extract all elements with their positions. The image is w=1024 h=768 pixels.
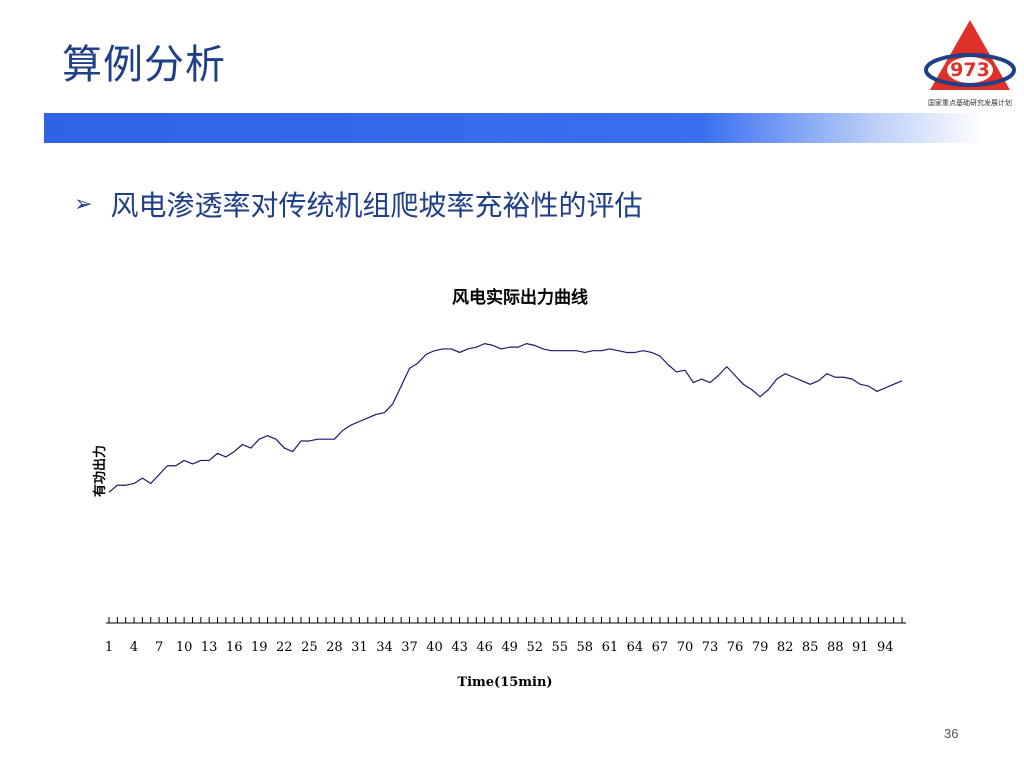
x-tick-label: 31 bbox=[351, 640, 368, 655]
x-tick-label: 10 bbox=[176, 640, 193, 655]
x-tick-label: 34 bbox=[376, 640, 393, 655]
x-tick-label: 37 bbox=[401, 640, 418, 655]
x-tick-label: 67 bbox=[652, 640, 669, 655]
x-tick-label: 76 bbox=[727, 640, 744, 655]
logo-973: 973 国家重点基础研究发展计划 bbox=[918, 14, 1022, 112]
series-line bbox=[108, 343, 903, 493]
y-axis-title: 有功出力 bbox=[92, 445, 108, 497]
x-tick-label: 91 bbox=[852, 640, 869, 655]
x-tick-labels: 1 4 7 10 13 16 19 22 25 28 31 34 37 40 43 46 49 52 55 58 61 6… bbox=[105, 640, 894, 655]
bullet-item: ➢ 风电渗透率对传统机组爬坡率充裕性的评估 bbox=[74, 184, 642, 224]
x-tick-label: 64 bbox=[627, 640, 644, 655]
x-tick-label: 55 bbox=[551, 640, 568, 655]
x-tick-label: 79 bbox=[752, 640, 769, 655]
x-tick-label: 52 bbox=[526, 640, 543, 655]
x-tick-label: 70 bbox=[677, 640, 694, 655]
x-tick-label: 16 bbox=[226, 640, 243, 655]
x-tick-label: 7 bbox=[155, 640, 163, 655]
logo-number: 973 bbox=[950, 59, 990, 81]
x-tick-label: 85 bbox=[802, 640, 819, 655]
x-tick-label: 88 bbox=[827, 640, 844, 655]
x-tick-label: 94 bbox=[877, 640, 894, 655]
page-number: 36 bbox=[944, 726, 959, 741]
x-tick-label: 82 bbox=[777, 640, 794, 655]
slide-title: 算例分析 bbox=[62, 42, 226, 88]
x-axis bbox=[106, 617, 906, 624]
bullet-arrow-icon: ➢ bbox=[74, 191, 93, 217]
x-tick-label: 49 bbox=[501, 640, 518, 655]
logo-emblem-icon: 973 bbox=[924, 20, 1016, 90]
x-tick-label: 28 bbox=[326, 640, 343, 655]
chart-title: 风电实际出力曲线 bbox=[452, 287, 588, 308]
x-tick-label: 43 bbox=[451, 640, 468, 655]
series-layer bbox=[108, 343, 903, 493]
x-tick-label: 19 bbox=[251, 640, 268, 655]
logo-caption: 国家重点基础研究发展计划 bbox=[928, 99, 1012, 107]
bullet-text: 风电渗透率对传统机组爬坡率充裕性的评估 bbox=[110, 189, 643, 222]
x-tick-label: 4 bbox=[130, 640, 138, 655]
x-tick-label: 40 bbox=[426, 640, 443, 655]
title-divider-bar bbox=[44, 113, 984, 143]
x-tick-label: 46 bbox=[476, 640, 493, 655]
x-axis-title: Time(15min) bbox=[457, 675, 552, 690]
x-tick-label: 25 bbox=[301, 640, 318, 655]
x-tick-label: 73 bbox=[702, 640, 719, 655]
x-tick-label: 1 bbox=[105, 640, 113, 655]
x-tick-label: 22 bbox=[276, 640, 293, 655]
x-tick-label: 13 bbox=[201, 640, 218, 655]
x-tick-label: 58 bbox=[577, 640, 594, 655]
x-tick-label: 61 bbox=[602, 640, 619, 655]
